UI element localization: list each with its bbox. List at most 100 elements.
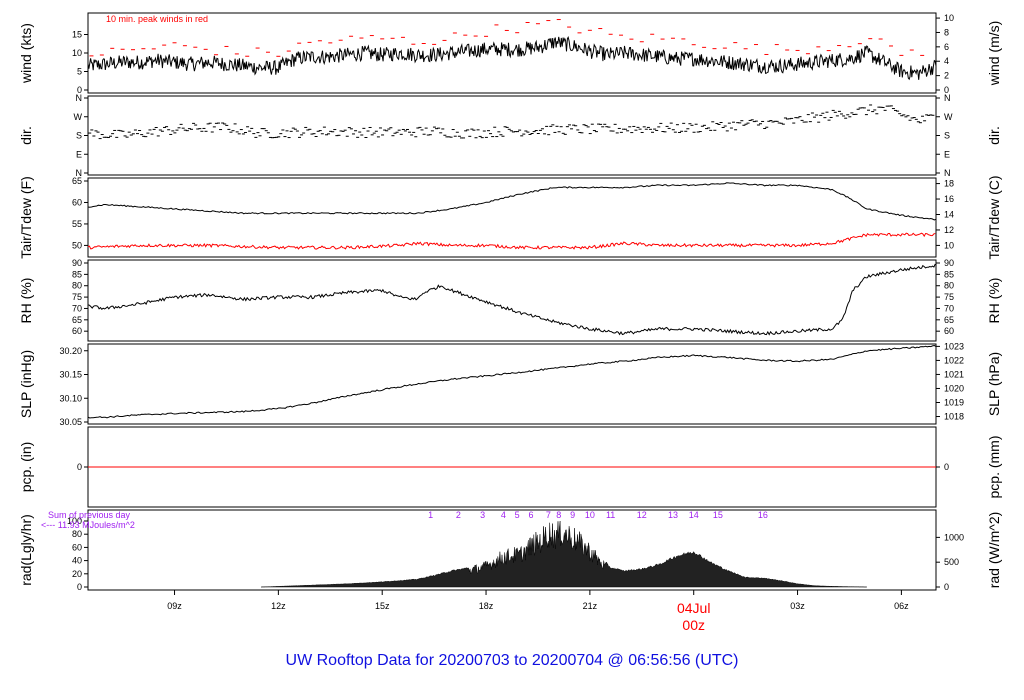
chart-title: UW Rooftop Data for 20200703 to 20200704…: [286, 652, 739, 669]
panel-rh-left-ylabel: RH (%): [18, 278, 34, 324]
panel-dir-right-ylabel: dir.: [986, 126, 1002, 145]
panel-slp-left-ylabel: SLP (inHg): [18, 350, 34, 418]
rad-hour-label-7: 7: [546, 510, 551, 520]
rad-hour-label-6: 6: [529, 510, 534, 520]
rad-hour-label-14: 14: [689, 510, 699, 520]
panel-wind-right-tick-label-1: 2: [944, 71, 949, 81]
panel-wind-left-tick-label-3: 15: [72, 30, 82, 40]
panel-dir-left-tick-label-1: E: [76, 149, 82, 159]
panel-rh-right-tick-label-0: 60: [944, 326, 954, 336]
rh-series-line: [87, 263, 936, 336]
panel-slp-left-tick-label-1: 30.10: [59, 393, 82, 403]
x-tick-label-0: 09z: [167, 601, 182, 611]
panel-rh-right-tick-label-1: 65: [944, 315, 954, 325]
panel-slp-right-tick-label-5: 1023: [944, 341, 964, 351]
slp-series-line: [87, 344, 937, 419]
panel-slp-left-tick-label-3: 30.20: [59, 346, 82, 356]
panel-rad-left-tick-label-4: 80: [72, 529, 82, 539]
wind-series-line: [87, 35, 937, 81]
panel-rad-left-tick-label-5: 100: [67, 516, 82, 526]
panel-rh-right-tick-label-2: 70: [944, 303, 954, 313]
panel-temp-right-ylabel: Tair/Tdew (C): [986, 175, 1002, 259]
panel-wind-left-ylabel: wind (kts): [18, 23, 34, 84]
panel-rad-right-tick-label-0: 0: [944, 582, 949, 592]
panel-rad-right-tick-label-2: 1000: [944, 532, 964, 542]
panel-dir-left-ylabel: dir.: [18, 126, 34, 145]
panel-slp-left-tick-label-0: 30.05: [59, 417, 82, 427]
tair-series-line: [87, 182, 937, 221]
rad-hour-label-8: 8: [556, 510, 561, 520]
panel-rh-left-tick-label-4: 80: [72, 281, 82, 291]
rad-hour-label-5: 5: [515, 510, 520, 520]
rad-hour-label-11: 11: [606, 510, 615, 520]
panel-wind-left-tick-label-0: 0: [77, 85, 82, 95]
x-tick-label-6: 03z: [790, 601, 805, 611]
panel-pcp-left-tick-label-0: 0: [77, 462, 82, 472]
rad-series-area: [261, 520, 867, 588]
panel-rh-left-tick-label-1: 65: [72, 315, 82, 325]
rad-hour-label-15: 15: [713, 510, 723, 520]
panel-rh-right-tick-label-5: 85: [944, 269, 954, 279]
panel-slp-right-tick-label-3: 1021: [944, 369, 964, 379]
panel-rad-frame: [87, 509, 937, 591]
panel-dir-right-tick-label-0: N: [944, 168, 951, 178]
rad-hour-label-13: 13: [668, 510, 678, 520]
panel-pcp-right-tick-label-0: 0: [944, 462, 949, 472]
panel-rad-right-tick-label-1: 500: [944, 557, 959, 567]
x-tick-label-1: 12z: [271, 601, 286, 611]
panel-slp-right-tick-label-2: 1020: [944, 383, 964, 393]
panel-dir-left-tick-label-2: S: [76, 131, 82, 141]
panel-rh-left-tick-label-0: 60: [72, 326, 82, 336]
panel-temp-right-tick-label-3: 16: [944, 194, 954, 204]
tdew-series-line: [87, 232, 936, 250]
panel-wind-right-ylabel: wind (m/s): [986, 21, 1002, 87]
panel-rh-right-ylabel: RH (%): [986, 278, 1002, 324]
panel-wind-right-tick-label-2: 4: [944, 56, 949, 66]
panel-temp-right-tick-label-2: 14: [944, 209, 954, 219]
panel-wind-left-tick-label-1: 5: [77, 67, 82, 77]
panel-slp-right-ylabel: SLP (hPa): [986, 352, 1002, 416]
x-date-label: 04Jul: [677, 600, 710, 616]
panel-dir-right-tick-label-3: W: [944, 112, 953, 122]
rad-hour-label-12: 12: [637, 510, 647, 520]
panel-dir-left-tick-label-3: W: [74, 112, 83, 122]
panel-temp-left-tick-label-2: 60: [72, 197, 82, 207]
panel-rad-left-ylabel: rad(Lgly/hr): [18, 514, 34, 586]
x-tick-label-2: 15z: [375, 601, 390, 611]
panel-rad-left-tick-label-0: 0: [77, 582, 82, 592]
panel-pcp-right-ylabel: pcp. (mm): [986, 436, 1002, 499]
panel-rh-right-tick-label-3: 75: [944, 292, 954, 302]
panel-rh-left-tick-label-6: 90: [72, 258, 82, 268]
panel-temp-left-tick-label-0: 50: [72, 240, 82, 250]
panel-temp-frame: [87, 177, 937, 258]
panel-dir-right-tick-label-4: N: [944, 93, 951, 103]
panel-dir-frame: [87, 95, 937, 176]
wind-peak-annotation: 10 min. peak winds in red: [106, 14, 208, 24]
panel-dir-right-tick-label-2: S: [944, 131, 950, 141]
panel-dir-left-tick-label-4: N: [76, 93, 83, 103]
panel-temp-left-ylabel: Tair/Tdew (F): [18, 176, 34, 258]
panel-temp-right-tick-label-0: 10: [944, 240, 954, 250]
panel-rh-left-tick-label-5: 85: [72, 269, 82, 279]
x-tick-label-3: 18z: [479, 601, 494, 611]
panel-dir-left-tick-label-0: N: [76, 168, 83, 178]
rad-note-line2: <--- 11.93 MJoules/m^2: [41, 520, 135, 530]
rad-hour-label-1: 1: [428, 510, 433, 520]
panel-wind-left-tick-label-2: 10: [72, 48, 82, 58]
rad-hour-label-4: 4: [501, 510, 506, 520]
rad-note-line1: Sum of previous day: [48, 510, 131, 520]
panel-rh-frame: [87, 259, 937, 342]
panel-rad-left-tick-label-1: 20: [72, 569, 82, 579]
x-tick-label-7: 06z: [894, 601, 909, 611]
rad-hour-label-10: 10: [585, 510, 595, 520]
panel-wind-right-tick-label-5: 10: [944, 13, 954, 23]
x-date-tick-label: 00z: [682, 617, 705, 633]
panel-temp-right-tick-label-4: 18: [944, 179, 954, 189]
panel-slp-right-tick-label-0: 1018: [944, 412, 964, 422]
panel-wind-right-tick-label-4: 8: [944, 27, 949, 37]
panel-rh-right-tick-label-6: 90: [944, 258, 954, 268]
panel-temp-left-tick-label-1: 55: [72, 219, 82, 229]
